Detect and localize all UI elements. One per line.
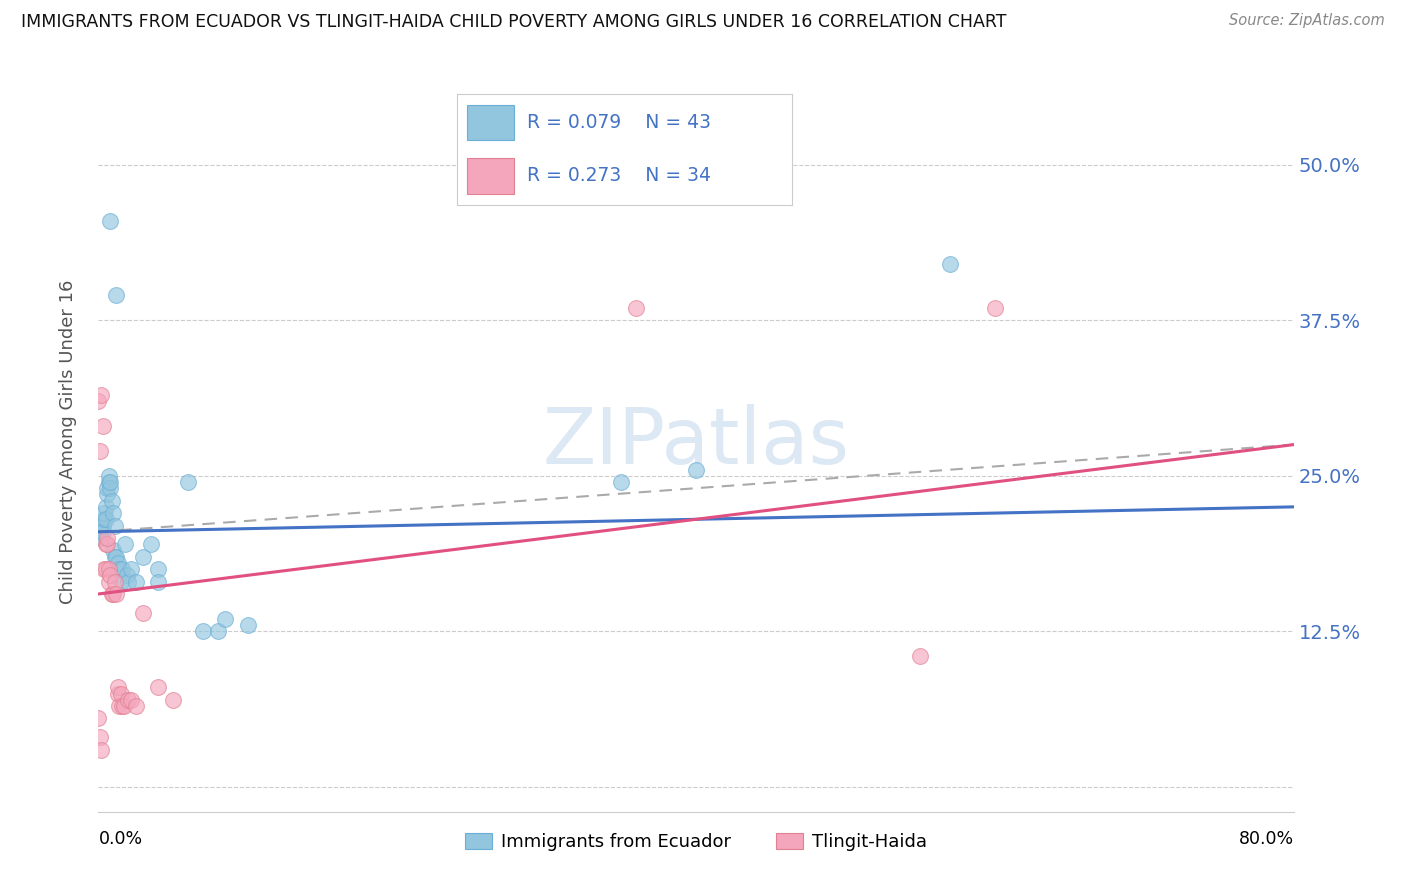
- Point: [97, 475, 120, 489]
- Point: [103, 587, 125, 601]
- Point: [984, 301, 1007, 315]
- Point: [90, 742, 112, 756]
- Point: [96, 487, 118, 501]
- Point: [110, 574, 132, 589]
- Point: [112, 698, 135, 713]
- Point: [96, 481, 118, 495]
- Point: [125, 698, 148, 713]
- Point: [94, 512, 117, 526]
- Point: [108, 562, 131, 576]
- Point: [105, 288, 128, 302]
- Point: [105, 587, 128, 601]
- Point: [104, 549, 127, 564]
- Text: ZIPatlas: ZIPatlas: [543, 403, 849, 480]
- Point: [111, 698, 134, 713]
- Point: [214, 612, 236, 626]
- Point: [101, 587, 124, 601]
- Point: [114, 537, 136, 551]
- Point: [148, 562, 170, 576]
- Point: [98, 475, 122, 489]
- Point: [93, 506, 115, 520]
- Point: [94, 500, 117, 514]
- Point: [94, 537, 117, 551]
- Point: [93, 562, 115, 576]
- Point: [117, 692, 139, 706]
- Point: [87, 394, 110, 409]
- Point: [120, 562, 142, 576]
- Point: [939, 257, 962, 271]
- Point: [107, 686, 129, 700]
- Point: [97, 574, 120, 589]
- Text: 0.0%: 0.0%: [98, 830, 142, 848]
- Point: [125, 574, 148, 589]
- Point: [91, 419, 114, 434]
- Point: [191, 624, 214, 639]
- Point: [97, 468, 120, 483]
- Point: [103, 543, 125, 558]
- Point: [104, 574, 127, 589]
- Point: [91, 524, 114, 539]
- Point: [90, 388, 112, 402]
- Point: [107, 556, 129, 570]
- Point: [120, 692, 142, 706]
- Point: [89, 730, 111, 744]
- Y-axis label: Child Poverty Among Girls Under 16: Child Poverty Among Girls Under 16: [59, 279, 77, 604]
- Point: [96, 531, 118, 545]
- Point: [94, 562, 117, 576]
- Text: IMMIGRANTS FROM ECUADOR VS TLINGIT-HAIDA CHILD POVERTY AMONG GIRLS UNDER 16 CORR: IMMIGRANTS FROM ECUADOR VS TLINGIT-HAIDA…: [21, 13, 1007, 31]
- Point: [89, 524, 111, 539]
- Text: Source: ZipAtlas.com: Source: ZipAtlas.com: [1229, 13, 1385, 29]
- Point: [117, 574, 139, 589]
- Point: [610, 475, 633, 489]
- Point: [97, 562, 120, 576]
- Point: [89, 443, 111, 458]
- Point: [96, 537, 118, 551]
- Point: [87, 711, 110, 725]
- Point: [626, 301, 648, 315]
- Point: [908, 649, 931, 664]
- Point: [132, 606, 155, 620]
- Point: [148, 681, 170, 695]
- Point: [236, 618, 259, 632]
- Point: [98, 481, 122, 495]
- Text: 80.0%: 80.0%: [1239, 830, 1294, 848]
- Point: [685, 462, 707, 476]
- Point: [107, 681, 129, 695]
- Point: [101, 493, 124, 508]
- Point: [207, 624, 229, 639]
- Point: [91, 518, 114, 533]
- Point: [104, 518, 127, 533]
- Point: [98, 568, 122, 582]
- Point: [93, 512, 115, 526]
- Point: [108, 698, 131, 713]
- Point: [162, 692, 184, 706]
- Point: [98, 213, 122, 227]
- Point: [139, 537, 162, 551]
- Point: [110, 686, 132, 700]
- Point: [111, 562, 134, 576]
- Point: [148, 574, 170, 589]
- Point: [177, 475, 200, 489]
- Point: [105, 549, 128, 564]
- Point: [90, 531, 112, 545]
- Point: [103, 506, 125, 520]
- Point: [132, 549, 155, 564]
- Point: [115, 568, 138, 582]
- Legend: Immigrants from Ecuador, Tlingit-Haida: Immigrants from Ecuador, Tlingit-Haida: [457, 825, 935, 858]
